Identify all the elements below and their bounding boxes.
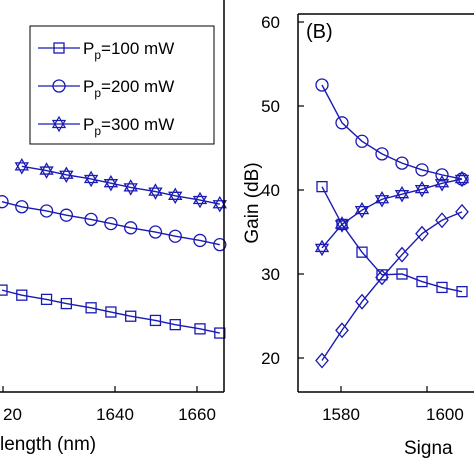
- legend-entry: Pp=200 mW: [38, 77, 174, 100]
- legend-star-marker: [51, 115, 67, 133]
- data-point-square: [356, 246, 368, 258]
- data-point-star: [212, 195, 227, 213]
- panel-a-xtick: 20: [3, 405, 22, 424]
- data-point-square: [194, 323, 206, 335]
- legend-label: Pp=300 mW: [83, 115, 174, 138]
- data-point-square: [85, 302, 97, 314]
- data-point-square: [396, 268, 408, 280]
- panel-b-ytick: 30: [261, 265, 280, 284]
- data-point-circle: [335, 116, 349, 130]
- data-point-square: [336, 218, 348, 231]
- data-point-circle: [375, 147, 389, 161]
- panel-b-xtick: 1580: [322, 405, 360, 424]
- data-point-circle: [0, 195, 9, 209]
- panel-b-ytick: 20: [261, 349, 280, 368]
- panel-b-xlabel: Signa: [404, 438, 453, 459]
- data-point-square: [125, 310, 137, 322]
- data-point-star: [334, 216, 350, 233]
- data-point-circle: [315, 78, 329, 92]
- legend-circle-marker: [52, 79, 66, 93]
- data-point-star: [374, 190, 390, 208]
- panel-b-series: [314, 78, 470, 369]
- data-point-star: [168, 187, 183, 205]
- legend-label: Pp=200 mW: [83, 77, 174, 100]
- panel-b: 20 30 40 50 60 1580 1600 Gain (dB) Signa…: [242, 13, 474, 459]
- data-point-circle: [355, 134, 369, 148]
- panel-b-label: (B): [306, 21, 333, 43]
- panel-b-ticks: [298, 21, 428, 392]
- data-point-circle: [168, 229, 182, 243]
- panel-b-ytick: 60: [261, 13, 280, 32]
- data-point-diamond: [415, 225, 429, 242]
- data-point-circle: [193, 233, 207, 248]
- legend-entry: Pp=300 mW: [38, 115, 174, 138]
- data-point-diamond: [315, 352, 329, 369]
- panel-a: 20 1640 1660 length (nm) Pp=100 mW Pp=20…: [0, 0, 227, 455]
- panel-b-xtick: 1600: [426, 405, 464, 424]
- panel-a-xtick: 1660: [178, 405, 216, 424]
- series-line-star: [21, 165, 220, 205]
- panel-b-ytick: 40: [261, 181, 280, 200]
- data-point-circle: [213, 237, 227, 252]
- data-point-square: [436, 281, 448, 294]
- data-point-circle: [15, 200, 29, 214]
- data-point-square: [60, 297, 72, 310]
- series-line-circle: [1, 201, 220, 246]
- data-point-square: [214, 327, 226, 339]
- data-point-circle: [435, 168, 449, 182]
- data-point-star: [148, 183, 163, 200]
- legend: Pp=100 mW Pp=200 mW Pp=300 mW: [29, 25, 215, 145]
- series-line-circle: [321, 84, 463, 180]
- data-point-circle: [148, 225, 163, 239]
- data-point-diamond: [395, 246, 409, 263]
- legend-entry: Pp=100 mW: [38, 39, 174, 62]
- data-point-star: [414, 180, 430, 198]
- data-point-square: [456, 285, 468, 298]
- data-point-star: [14, 158, 29, 175]
- data-point-square: [105, 306, 117, 318]
- data-point-square: [149, 314, 162, 327]
- data-point-star: [103, 174, 119, 192]
- data-point-square: [416, 275, 428, 288]
- data-point-star: [454, 170, 470, 188]
- panel-a-xtick: 1640: [96, 405, 134, 424]
- data-point-circle: [59, 208, 73, 222]
- legend-label: Pp=100 mW: [83, 39, 174, 62]
- data-point-circle: [39, 204, 54, 218]
- legend-square-marker: [53, 42, 65, 54]
- panel-a-xlabel: length (nm): [0, 434, 96, 455]
- data-point-star: [434, 174, 450, 192]
- panel-a-series: [0, 158, 227, 339]
- data-point-circle: [124, 221, 138, 235]
- data-point-star: [314, 239, 330, 257]
- data-point-star: [83, 170, 99, 188]
- data-point-square: [316, 180, 328, 193]
- data-point-square: [16, 289, 28, 301]
- data-point-circle: [104, 216, 118, 231]
- data-point-square: [169, 318, 181, 331]
- data-point-star: [192, 191, 208, 209]
- data-point-diamond: [455, 203, 469, 220]
- data-point-star: [39, 162, 54, 179]
- data-point-circle: [415, 163, 429, 177]
- data-point-square: [40, 293, 53, 306]
- data-point-star: [394, 185, 410, 203]
- panel-a-ticks: [2, 386, 198, 392]
- data-point-circle: [84, 212, 98, 227]
- series-line-square: [1, 289, 220, 334]
- data-point-diamond: [375, 269, 389, 286]
- data-point-diamond: [435, 212, 449, 229]
- data-point-star: [59, 166, 74, 184]
- panel-b-ytick: 50: [261, 97, 280, 116]
- series-line-square: [321, 186, 463, 293]
- data-point-star: [354, 201, 370, 219]
- series-line-diamond: [321, 211, 463, 361]
- data-point-star: [123, 179, 138, 196]
- data-point-circle: [395, 156, 409, 170]
- panel-b-ylabel: Gain (dB): [242, 162, 263, 243]
- data-point-diamond: [355, 293, 369, 310]
- data-point-square: [0, 284, 8, 296]
- data-point-diamond: [335, 322, 349, 339]
